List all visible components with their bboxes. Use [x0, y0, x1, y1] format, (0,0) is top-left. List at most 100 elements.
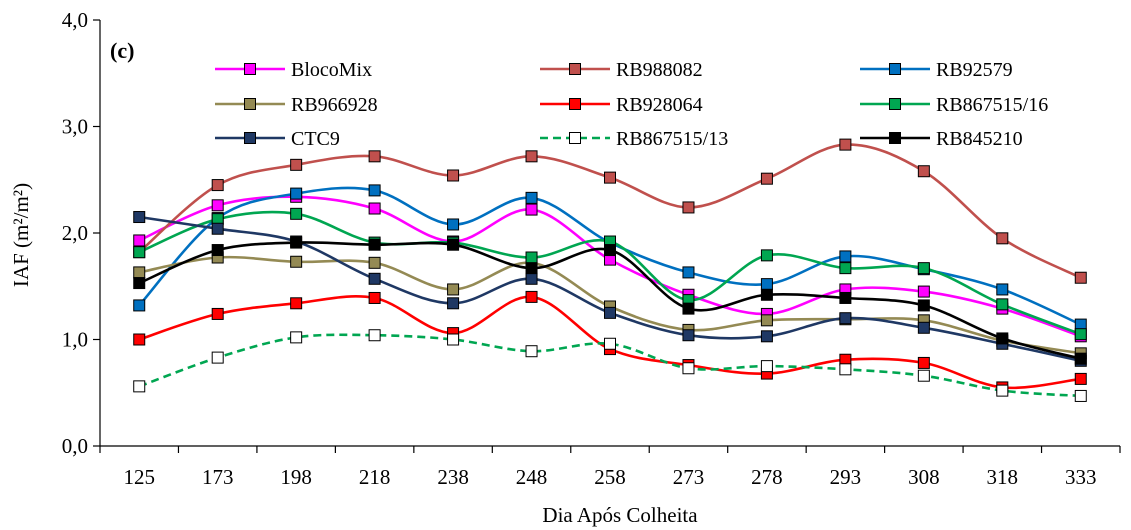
- data-point: [525, 272, 538, 285]
- data-point: [133, 211, 146, 224]
- series-markers: [133, 138, 1087, 402]
- x-tick-label: 248: [516, 465, 548, 489]
- data-point: [682, 329, 695, 342]
- data-point: [211, 307, 224, 320]
- legend-label: CTC9: [291, 128, 340, 150]
- y-tick-label: 1,0: [62, 328, 88, 352]
- data-point: [447, 218, 460, 231]
- y-tick-label: 4,0: [62, 8, 88, 32]
- data-point: [447, 297, 460, 310]
- data-point: [760, 288, 773, 301]
- data-point: [447, 238, 460, 251]
- data-point: [525, 345, 538, 358]
- x-axis-title: Dia Após Colheita: [542, 503, 698, 527]
- y-tick-label: 3,0: [62, 115, 88, 139]
- x-tick-label: 278: [751, 465, 783, 489]
- legend-swatch-marker: [244, 98, 256, 110]
- data-point: [682, 302, 695, 315]
- data-point: [290, 255, 303, 268]
- x-tick-label: 318: [987, 465, 1019, 489]
- data-point: [604, 171, 616, 184]
- data-point: [604, 306, 616, 319]
- data-point: [368, 329, 381, 342]
- data-point: [525, 150, 538, 163]
- data-point: [133, 380, 146, 393]
- data-point: [290, 297, 303, 310]
- x-tick-label: 293: [830, 465, 862, 489]
- legend-item: BlocoMix: [215, 59, 372, 81]
- legend-label: RB867515/16: [936, 94, 1048, 116]
- data-point: [368, 238, 381, 251]
- legend-item: RB928064: [540, 94, 703, 116]
- data-point: [211, 351, 224, 364]
- data-point: [917, 356, 930, 369]
- data-point: [133, 277, 146, 290]
- data-point: [447, 169, 460, 182]
- data-point: [760, 330, 773, 343]
- data-point: [368, 150, 381, 163]
- x-tick-label: 258: [594, 465, 626, 489]
- legend-label: BlocoMix: [291, 59, 372, 81]
- data-point: [996, 298, 1009, 311]
- axes: 0,0 1,0 2,0 3,0 4,0 125 173 198 218 238 248 258 273 2…: [62, 8, 1121, 489]
- data-point: [917, 369, 930, 382]
- legend-label: RB845210: [936, 128, 1023, 150]
- data-point: [604, 337, 616, 350]
- data-point: [682, 201, 695, 214]
- legend-item: RB966928: [215, 94, 378, 116]
- legend-swatch-marker: [889, 132, 901, 144]
- x-tick-label: 198: [280, 465, 312, 489]
- data-point: [133, 234, 146, 247]
- x-tick-label: 238: [437, 465, 469, 489]
- legend-label: RB928064: [616, 94, 703, 116]
- data-point: [133, 246, 146, 259]
- data-point: [290, 207, 303, 220]
- x-tick-label: 125: [123, 465, 155, 489]
- data-point: [839, 291, 852, 304]
- data-point: [447, 333, 460, 346]
- data-point: [996, 283, 1009, 296]
- data-point: [211, 222, 224, 235]
- data-point: [290, 158, 303, 171]
- data-point: [839, 138, 852, 151]
- data-point: [760, 172, 773, 185]
- data-point: [917, 299, 930, 312]
- data-point: [525, 251, 538, 264]
- data-point: [996, 384, 1009, 397]
- data-point: [368, 184, 381, 197]
- data-point: [133, 299, 146, 312]
- data-point: [368, 256, 381, 269]
- x-tick-label: 173: [202, 465, 234, 489]
- legend-label: RB966928: [291, 94, 378, 116]
- x-tick-label: 333: [1065, 465, 1097, 489]
- data-point: [839, 250, 852, 263]
- data-point: [917, 262, 930, 275]
- legend-item: RB845210: [860, 128, 1023, 150]
- legend-item: CTC9: [215, 128, 340, 150]
- data-point: [760, 249, 773, 262]
- panel-label: (c): [110, 38, 134, 63]
- data-point: [996, 332, 1009, 345]
- data-point: [368, 291, 381, 304]
- data-point: [290, 331, 303, 344]
- legend-item: RB867515/13: [540, 128, 728, 150]
- data-point: [682, 362, 695, 375]
- data-point: [917, 321, 930, 334]
- data-point: [1074, 372, 1087, 385]
- legend-swatch-marker: [244, 63, 256, 75]
- data-point: [1074, 271, 1087, 284]
- data-point: [1074, 328, 1087, 341]
- legend-swatch-marker: [244, 132, 256, 144]
- data-point: [839, 312, 852, 325]
- data-point: [133, 266, 146, 279]
- data-point: [917, 285, 930, 298]
- data-point: [839, 363, 852, 376]
- data-point: [447, 283, 460, 296]
- data-point: [211, 199, 224, 212]
- data-point: [211, 179, 224, 192]
- y-axis-title: IAF (m²/m²): [9, 183, 33, 287]
- data-point: [917, 165, 930, 178]
- data-point: [1074, 352, 1087, 365]
- legend-swatch-marker: [569, 63, 581, 75]
